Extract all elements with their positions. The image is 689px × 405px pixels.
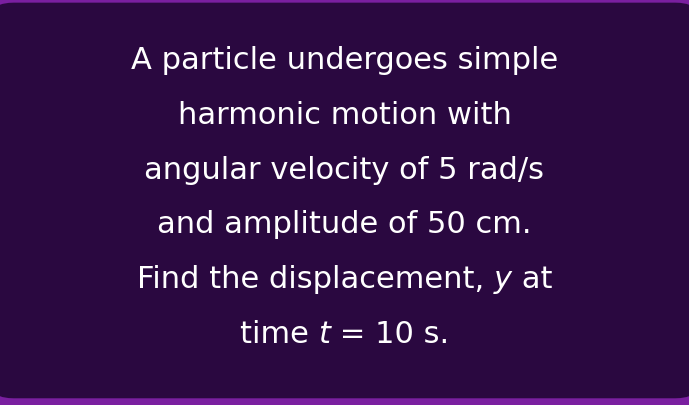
Text: A particle undergoes simple: A particle undergoes simple [131,46,558,75]
Text: t: t [318,320,330,349]
Text: Find the displacement,: Find the displacement, [136,265,494,294]
Text: y: y [494,265,512,294]
Text: time: time [240,320,318,349]
Text: harmonic motion with: harmonic motion with [178,101,511,130]
Text: at: at [512,265,553,294]
Text: angular velocity of 5 rad/s: angular velocity of 5 rad/s [145,156,544,185]
Text: = 10 s.: = 10 s. [330,320,449,349]
FancyBboxPatch shape [0,4,689,397]
Text: and amplitude of 50 cm.: and amplitude of 50 cm. [157,210,532,239]
